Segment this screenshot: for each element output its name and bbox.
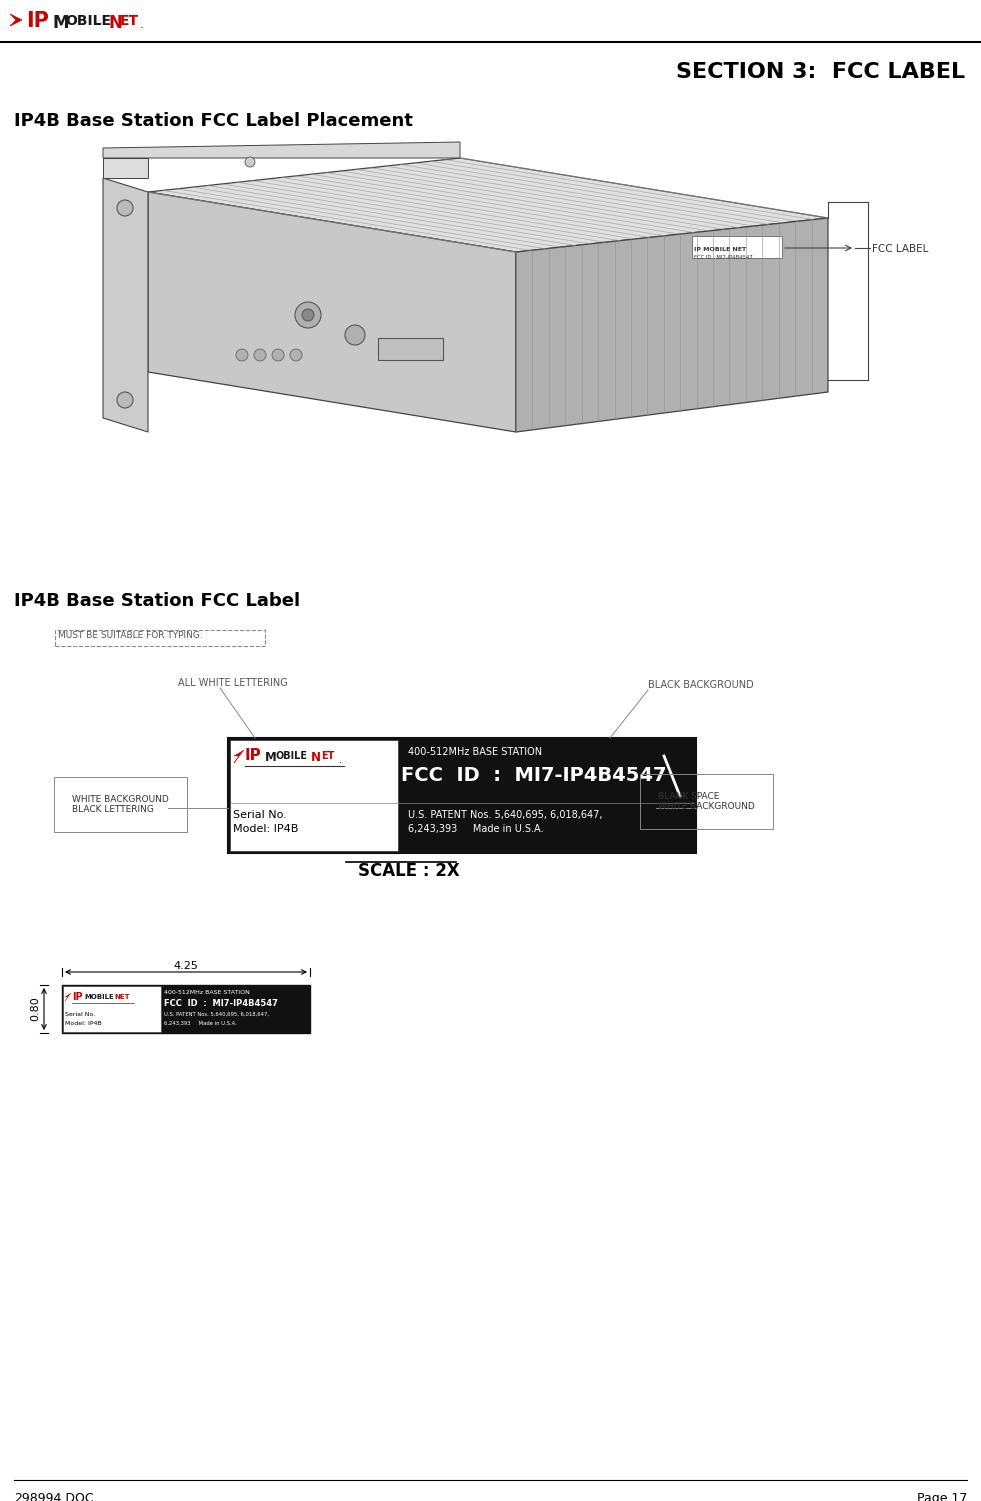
Text: M: M [265,750,277,764]
Polygon shape [148,158,828,252]
Circle shape [117,392,133,408]
Text: BLANK SPACE
WHITE BACKGROUND: BLANK SPACE WHITE BACKGROUND [658,793,754,812]
Text: N: N [311,750,321,764]
Bar [692,236,782,258]
Text: FCC ID : MI7-IP4B4547: FCC ID : MI7-IP4B4547 [694,255,752,260]
Text: U.S. PATENT Nos. 5,640,695, 6,018,647,: U.S. PATENT Nos. 5,640,695, 6,018,647, [408,811,602,820]
Circle shape [245,158,255,167]
Circle shape [302,309,314,321]
Text: M: M [53,14,70,32]
Text: Serial No.: Serial No. [65,1012,95,1018]
Text: 0.80: 0.80 [30,997,40,1021]
Text: 298994.DOC: 298994.DOC [14,1492,93,1501]
Text: IP MOBILE NET: IP MOBILE NET [694,248,747,252]
Circle shape [254,350,266,362]
Circle shape [295,302,321,329]
Polygon shape [103,158,148,179]
Text: 4.25: 4.25 [174,961,198,971]
Text: MUST BE SUITABLE FOR TYPING.: MUST BE SUITABLE FOR TYPING. [58,630,203,639]
Text: U.S. PATENT Nos. 5,640,695, 6,018,647,: U.S. PATENT Nos. 5,640,695, 6,018,647, [164,1012,269,1018]
Text: FCC LABEL: FCC LABEL [872,245,928,254]
Circle shape [345,326,365,345]
Polygon shape [10,14,22,26]
Bar [228,738,696,853]
Text: NET: NET [114,994,129,1000]
Text: IP: IP [26,11,49,32]
Text: MOBILE: MOBILE [84,994,114,1000]
Text: SCALE : 2X: SCALE : 2X [358,862,460,880]
Circle shape [272,350,284,362]
Text: Model: IP4B: Model: IP4B [65,1021,102,1027]
Polygon shape [65,994,71,1001]
Polygon shape [103,179,148,432]
Text: IP4B Base Station FCC Label: IP4B Base Station FCC Label [14,591,300,609]
Text: .: . [339,755,342,766]
Text: OBILE: OBILE [65,14,111,29]
Text: IP4B Base Station FCC Label Placement: IP4B Base Station FCC Label Placement [14,113,413,131]
Polygon shape [103,143,460,158]
Bar [230,740,398,851]
Text: IP: IP [245,747,262,763]
Text: 6,243,393     Made in U.S.A.: 6,243,393 Made in U.S.A. [408,824,543,835]
Bar [378,338,443,360]
Text: 400-512MHz BASE STATION: 400-512MHz BASE STATION [164,991,250,995]
Circle shape [290,350,302,362]
Text: 6,243,393     Made in U.S.A.: 6,243,393 Made in U.S.A. [164,1021,236,1027]
Text: ET: ET [120,14,139,29]
Circle shape [236,350,248,362]
Text: ET: ET [321,750,335,761]
Text: OBILE: OBILE [275,750,307,761]
Text: 400-512MHz BASE STATION: 400-512MHz BASE STATION [408,747,542,757]
Text: IP: IP [72,992,82,1003]
Text: Serial No.: Serial No. [233,811,286,820]
Polygon shape [234,750,244,763]
Text: N: N [108,14,122,32]
Text: Model: IP4B: Model: IP4B [233,824,298,835]
Text: WHITE BACKGROUND
BLACK LETTERING: WHITE BACKGROUND BLACK LETTERING [72,796,169,815]
Text: FCC  ID  :  MI7-IP4B4547: FCC ID : MI7-IP4B4547 [401,766,666,785]
Text: FCC  ID  :  MI7-IP4B4547: FCC ID : MI7-IP4B4547 [164,1000,278,1009]
Text: .: . [140,18,144,32]
Text: Page 17: Page 17 [916,1492,967,1501]
Text: BLACK BACKGROUND: BLACK BACKGROUND [648,680,753,690]
Bar [62,985,310,1033]
Text: SECTION 3:  FCC LABEL: SECTION 3: FCC LABEL [676,62,965,83]
Polygon shape [148,192,516,432]
Bar [55,630,265,645]
Circle shape [117,200,133,216]
Text: ALL WHITE LETTERING: ALL WHITE LETTERING [178,678,287,687]
Bar [63,986,161,1033]
Polygon shape [516,218,828,432]
